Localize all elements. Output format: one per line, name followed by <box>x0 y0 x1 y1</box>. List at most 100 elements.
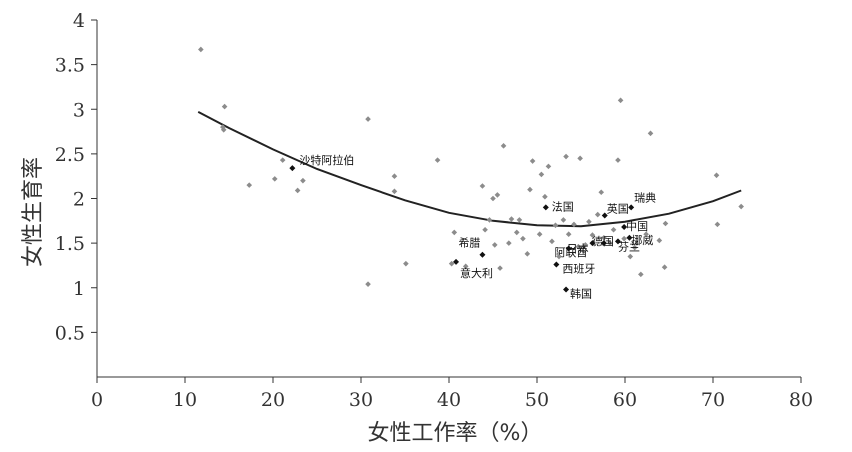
data-point <box>491 242 498 248</box>
data-point <box>638 271 644 278</box>
data-point <box>542 193 548 200</box>
data-point <box>627 253 634 260</box>
data-point <box>365 281 371 287</box>
x-tick-label: 80 <box>789 389 813 411</box>
data-point <box>520 235 526 242</box>
data-point <box>545 163 552 170</box>
data-point <box>552 222 559 229</box>
trend-curve <box>197 111 742 228</box>
data-point <box>448 260 455 267</box>
data-point <box>506 240 512 246</box>
point-label: 芬兰 <box>618 240 640 253</box>
y-tick-label: 2.5 <box>55 144 85 166</box>
point-label: 挪威 <box>631 233 653 247</box>
x-tick-label: 70 <box>701 389 725 411</box>
data-point <box>479 183 486 189</box>
data-point <box>516 217 523 223</box>
point-label: 英国 <box>607 201 629 215</box>
data-point <box>563 153 569 160</box>
x-tick-label: 30 <box>349 389 373 411</box>
data-point <box>524 251 531 257</box>
labeled-data-point <box>621 224 628 231</box>
labeled-data-point <box>589 240 596 247</box>
y-tick-label: 0.5 <box>55 322 85 344</box>
data-point <box>738 203 744 210</box>
data-point <box>577 155 583 162</box>
data-point <box>598 189 605 196</box>
data-point <box>497 265 503 271</box>
data-point <box>713 172 720 179</box>
data-point <box>462 263 469 270</box>
data-point <box>198 46 204 53</box>
labeled-data-point <box>601 212 608 219</box>
data-point <box>656 237 663 244</box>
data-point <box>486 217 493 223</box>
data-point <box>246 182 253 188</box>
data-point <box>391 173 398 179</box>
data-point <box>527 186 533 193</box>
data-point <box>617 97 624 104</box>
data-point <box>575 243 582 250</box>
data-point <box>220 126 227 133</box>
y-ticks: 0.5 1 1.5 2 2.5 3 3.5 4 <box>55 10 97 344</box>
labeled-data-point <box>614 238 621 245</box>
point-label: 希腊 <box>458 236 480 250</box>
axes <box>96 20 801 378</box>
data-point <box>565 231 572 237</box>
y-tick-label: 3.5 <box>55 55 85 77</box>
data-point <box>714 221 721 228</box>
labeled-data-point <box>628 204 635 211</box>
data-point <box>403 260 409 267</box>
x-axis-title: 女性工作率（%） <box>368 421 543 446</box>
y-tick-label: 2 <box>73 189 85 211</box>
point-label: 日本 <box>567 241 589 255</box>
data-point <box>582 242 589 248</box>
data-point <box>549 238 555 245</box>
x-tick-label: 0 <box>91 389 103 411</box>
data-point <box>560 217 567 223</box>
data-point <box>300 177 306 184</box>
data-point <box>643 231 649 237</box>
point-label: 中国 <box>626 220 648 233</box>
data-point <box>621 235 627 242</box>
data-points <box>198 46 744 287</box>
data-point <box>365 116 371 122</box>
data-point <box>607 240 613 246</box>
data-point <box>529 158 536 164</box>
data-point <box>271 176 278 182</box>
data-point <box>610 226 617 233</box>
data-point <box>647 130 654 137</box>
x-tick-label: 40 <box>437 389 461 411</box>
x-tick-label: 60 <box>613 389 637 411</box>
data-point <box>589 232 596 238</box>
data-point <box>586 218 592 225</box>
y-tick-label: 1 <box>73 278 85 300</box>
labeled-data-point <box>600 240 607 247</box>
data-point <box>662 220 669 227</box>
data-point <box>391 188 398 195</box>
data-point <box>500 143 507 149</box>
point-label: 西班牙 <box>562 263 595 276</box>
data-point <box>615 157 621 163</box>
data-point <box>434 157 441 163</box>
x-tick-label: 50 <box>525 389 549 411</box>
data-point <box>594 211 601 218</box>
labeled-data-point <box>453 258 460 265</box>
point-label: 阿联酋 <box>554 245 587 259</box>
data-point <box>536 231 543 237</box>
point-label: 法国 <box>552 199 574 213</box>
labeled-data-point <box>626 234 633 241</box>
data-point <box>490 195 496 202</box>
y-tick-label: 3 <box>73 99 85 121</box>
data-point <box>538 171 545 178</box>
point-label: 瑞典 <box>634 190 656 204</box>
labeled-data-point <box>289 165 296 172</box>
data-point <box>508 216 515 222</box>
labeled-data-point <box>565 245 572 252</box>
data-point <box>482 226 488 233</box>
data-point <box>513 229 520 236</box>
data-point <box>221 103 228 110</box>
x-tick-label: 20 <box>261 389 285 411</box>
point-label: 韩国 <box>570 287 592 301</box>
